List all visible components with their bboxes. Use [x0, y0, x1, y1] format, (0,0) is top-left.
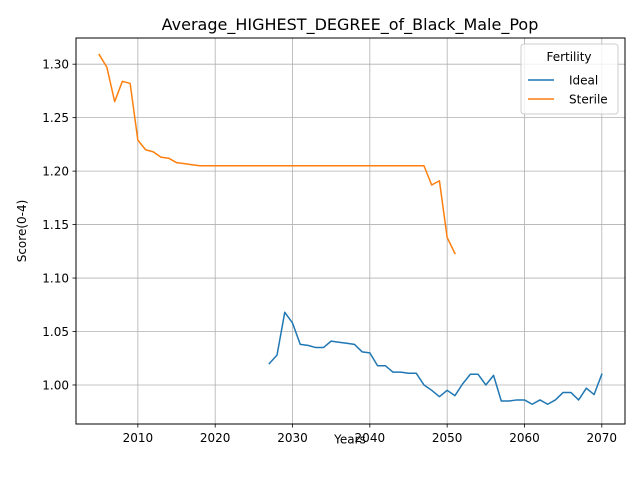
y-tick-label: 1.20 [42, 164, 69, 178]
x-tick-label: 2020 [200, 431, 231, 445]
y-tick-label: 1.05 [42, 325, 69, 339]
x-tick-label: 2050 [432, 431, 463, 445]
y-tick-label: 1.15 [42, 218, 69, 232]
y-tick-label: 1.30 [42, 57, 69, 71]
y-tick-label: 1.25 [42, 111, 69, 125]
legend: Fertility Ideal Sterile [521, 44, 618, 114]
legend-label-sterile: Sterile [569, 93, 608, 107]
x-tick-label: 2030 [277, 431, 308, 445]
legend-label-ideal: Ideal [569, 74, 598, 88]
y-tick-label: 1.00 [42, 378, 69, 392]
legend-title: Fertility [546, 50, 591, 64]
x-axis-label: Years [333, 433, 366, 447]
y-axis-label: Score(0-4) [15, 200, 29, 263]
x-tick-label: 2060 [509, 431, 540, 445]
chart-title: Average_HIGHEST_DEGREE_of_Black_Male_Pop [162, 15, 539, 35]
x-tick-label: 2010 [123, 431, 154, 445]
y-tick-label: 1.10 [42, 271, 69, 285]
x-tick-label: 2070 [587, 431, 618, 445]
